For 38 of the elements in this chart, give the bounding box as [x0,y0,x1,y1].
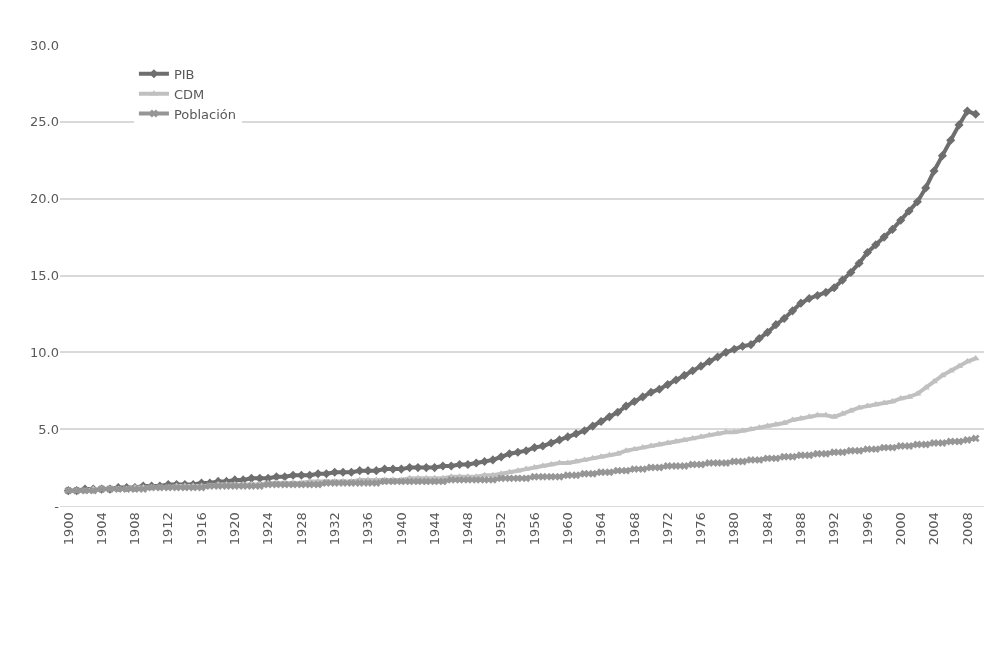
x-tick-label: 1988 [793,512,809,546]
x-tick-label: 1948 [460,512,476,546]
x-tick-label: 1912 [160,512,176,546]
x-tick-label: 1992 [826,512,842,546]
x-tick-label: 1904 [93,512,109,546]
x-tick-label: 2008 [959,512,975,546]
x-tick-label: 1928 [293,512,309,546]
y-tick-label: - [54,498,60,514]
y-tick-label: 15.0 [30,268,59,284]
x-tick-label: 1920 [227,512,243,546]
y-tick-label: 25.0 [30,114,59,130]
x-tick-label: 1940 [393,512,409,546]
x-tick-label: 1980 [726,512,742,546]
y-tick-label: 20.0 [30,191,59,207]
x-tick-label: 1968 [626,512,642,546]
x-tick-label: 2004 [926,512,942,546]
x-tick-label: 1932 [326,512,342,546]
x-tick-label: 1916 [193,512,209,546]
x-tick-label: 1952 [493,512,509,546]
x-tick-label: 1908 [127,512,143,546]
x-tick-label: 1944 [426,512,442,546]
y-tick-label: 30.0 [30,37,59,53]
x-tick-label: 1924 [260,512,276,546]
y-tick-label: 5.0 [38,421,59,437]
legend-label: PIB [173,66,195,82]
x-tick-label: 1936 [360,512,376,546]
x-tick-label: 1900 [60,512,76,546]
x-tick-label: 1956 [526,512,542,546]
legend-label: CDM [173,86,205,102]
legend-label: Población [173,106,237,122]
x-tick-label: 1972 [659,512,675,546]
x-tick-label: 1964 [593,512,609,546]
y-tick-label: 10.0 [30,344,59,360]
x-tick-label: 1984 [759,512,775,546]
x-tick-label: 1960 [560,512,576,546]
x-tick-label: 1976 [693,512,709,546]
x-tick-label: 2000 [892,512,908,546]
x-tick-label: 1996 [859,512,875,546]
